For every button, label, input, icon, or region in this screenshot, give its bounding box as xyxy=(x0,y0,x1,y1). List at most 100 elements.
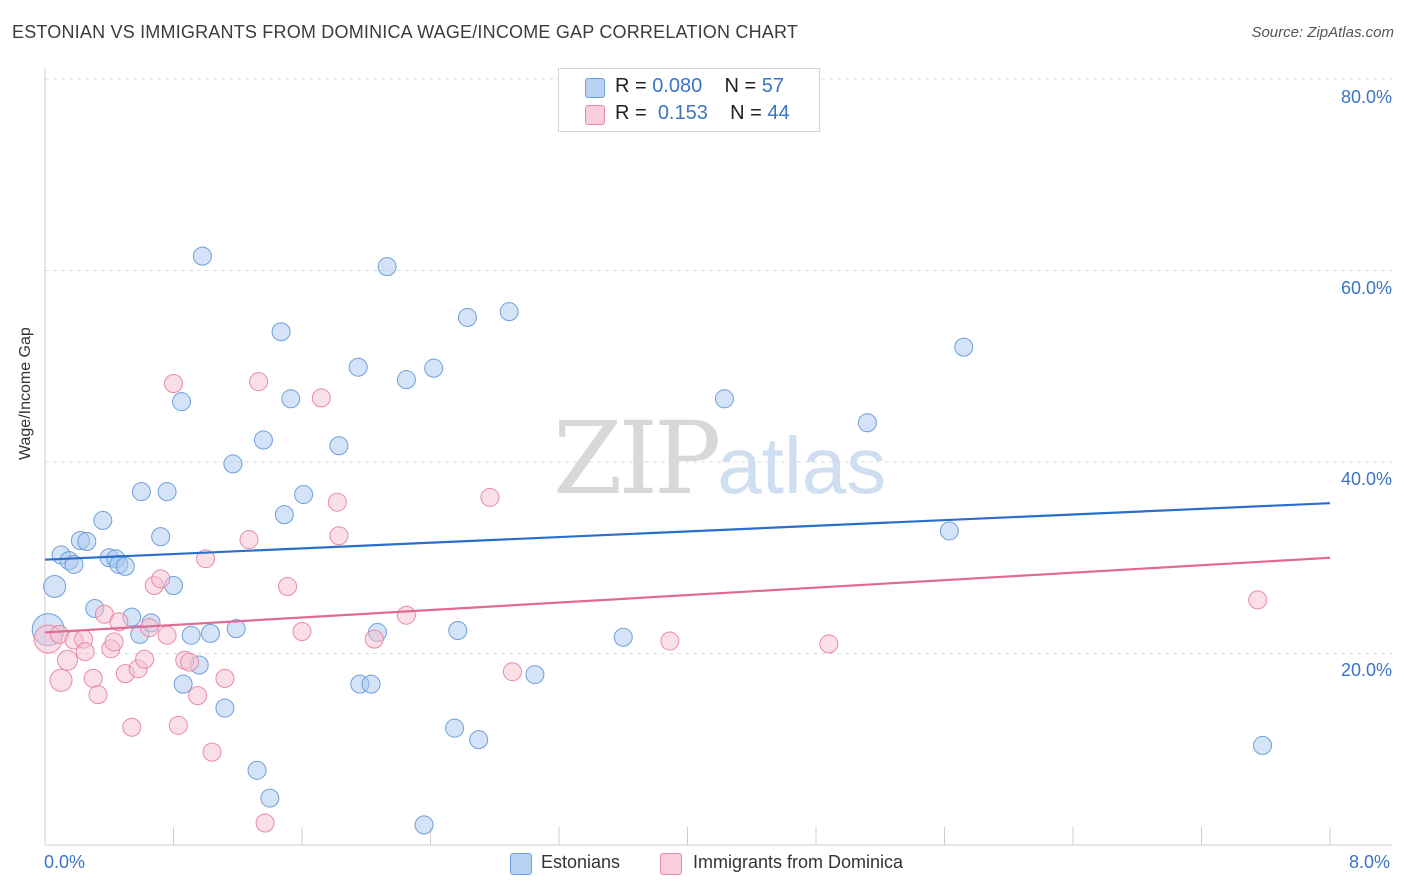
estonians-point xyxy=(294,485,314,505)
n-value: 44 xyxy=(767,102,790,124)
estonians-point xyxy=(329,436,349,456)
legend-stats: R = 0.080 N = 57 xyxy=(615,75,784,98)
estonians-point xyxy=(247,760,267,780)
estonians-point xyxy=(414,815,434,835)
dominica-point xyxy=(502,662,522,682)
dominica-point xyxy=(75,642,95,662)
source-label: Source: ZipAtlas.com xyxy=(1251,24,1394,41)
estonians-point xyxy=(172,392,192,412)
chart-title: ESTONIAN VS IMMIGRANTS FROM DOMINICA WAG… xyxy=(12,22,799,42)
estonians-point xyxy=(1253,735,1273,755)
n-label: N = xyxy=(730,102,762,124)
watermark-atlas: atlas xyxy=(717,421,887,510)
estonians-point xyxy=(64,554,84,574)
dominica-point xyxy=(215,668,235,688)
dominica-point xyxy=(109,612,129,632)
estonians-point xyxy=(200,623,220,643)
estonians-point xyxy=(223,454,243,474)
estonians-point xyxy=(525,665,545,685)
estonians-point xyxy=(173,674,193,694)
estonians-point xyxy=(445,718,465,738)
estonians-point xyxy=(939,521,959,541)
y-tick-label: 80.0% xyxy=(1340,87,1392,107)
estonians-point xyxy=(857,413,877,433)
estonians-point xyxy=(361,674,381,694)
estonians-point xyxy=(714,389,734,409)
estonians-point xyxy=(469,730,489,750)
dominica-point xyxy=(88,685,108,705)
dominica-point xyxy=(364,629,384,649)
dominica-point xyxy=(292,621,312,641)
y-axis-label: Wage/Income Gap xyxy=(17,327,34,460)
legend-label: Immigrants from Dominica xyxy=(693,852,904,872)
dominica-point xyxy=(104,632,124,652)
estonians-point xyxy=(115,556,135,576)
dominica-point xyxy=(278,576,298,596)
estonians-point xyxy=(499,302,519,322)
estonians-point xyxy=(457,307,477,327)
dominica-point xyxy=(249,372,269,392)
estonians-point xyxy=(226,619,246,639)
estonians-point xyxy=(424,358,444,378)
dominica-point xyxy=(329,526,349,546)
dominica-point xyxy=(151,569,171,589)
estonians-point xyxy=(448,621,468,641)
estonians-point xyxy=(281,389,301,409)
r-label: R = xyxy=(615,75,647,97)
dominica-point xyxy=(180,652,200,672)
dominica-point xyxy=(196,549,216,569)
watermark-zip: ZIP xyxy=(553,400,721,517)
estonians-point xyxy=(253,430,273,450)
r-label: R = xyxy=(615,102,647,124)
estonians-point xyxy=(215,698,235,718)
dominica-point xyxy=(157,625,177,645)
y-tick-label: 20.0% xyxy=(1340,660,1392,680)
estonians-point xyxy=(157,482,177,502)
dominica-point xyxy=(396,605,416,625)
estonians-point xyxy=(43,574,67,598)
dominica-point xyxy=(660,631,680,651)
estonians-point xyxy=(131,482,151,502)
estonians-point xyxy=(377,257,397,277)
correlation-legend: R = 0.080 N = 57 R = 0.153 N = 44 xyxy=(558,68,820,132)
estonians-point xyxy=(613,627,633,647)
r-value: 0.153 xyxy=(657,102,708,124)
estonians-trend-line xyxy=(44,502,1331,561)
estonians-point xyxy=(271,322,291,342)
x-tick-label: 8.0% xyxy=(1349,852,1391,872)
n-value: 57 xyxy=(761,75,785,97)
estonians-point xyxy=(77,531,97,551)
n-label: N = xyxy=(724,75,757,97)
estonians-swatch-icon xyxy=(585,78,605,98)
dominica-point xyxy=(188,686,208,706)
dominica-point xyxy=(164,373,183,393)
dominica-point xyxy=(1248,590,1268,610)
dominica-point xyxy=(135,649,155,669)
dominica-point xyxy=(819,634,839,654)
dominica-point xyxy=(311,388,331,408)
y-tick-label: 60.0% xyxy=(1340,278,1392,298)
estonians-point xyxy=(396,370,416,390)
estonians-point xyxy=(151,527,171,547)
legend-stats: R = 0.153 N = 44 xyxy=(615,102,790,125)
estonians-point xyxy=(192,246,212,266)
estonians-point xyxy=(260,788,280,808)
dominica-point xyxy=(49,668,73,692)
r-value: 0.080 xyxy=(652,75,703,97)
estonians-point xyxy=(348,357,368,377)
estonians-point xyxy=(954,337,974,357)
estonians-point xyxy=(181,625,201,645)
zipatlas-watermark: ZIPatlas xyxy=(553,400,886,517)
dominica-point xyxy=(83,668,103,688)
legend-label: Estonians xyxy=(541,852,621,872)
dominica-point xyxy=(239,530,259,550)
dominica-point xyxy=(56,649,78,671)
x-tick-label: 0.0% xyxy=(44,852,86,872)
dominica-point xyxy=(327,492,347,512)
estonians-legend-icon xyxy=(510,853,532,875)
dominica-point xyxy=(255,813,275,833)
dominica-point xyxy=(168,715,188,735)
estonians-point xyxy=(93,510,113,530)
y-tick-label: 40.0% xyxy=(1340,469,1392,489)
